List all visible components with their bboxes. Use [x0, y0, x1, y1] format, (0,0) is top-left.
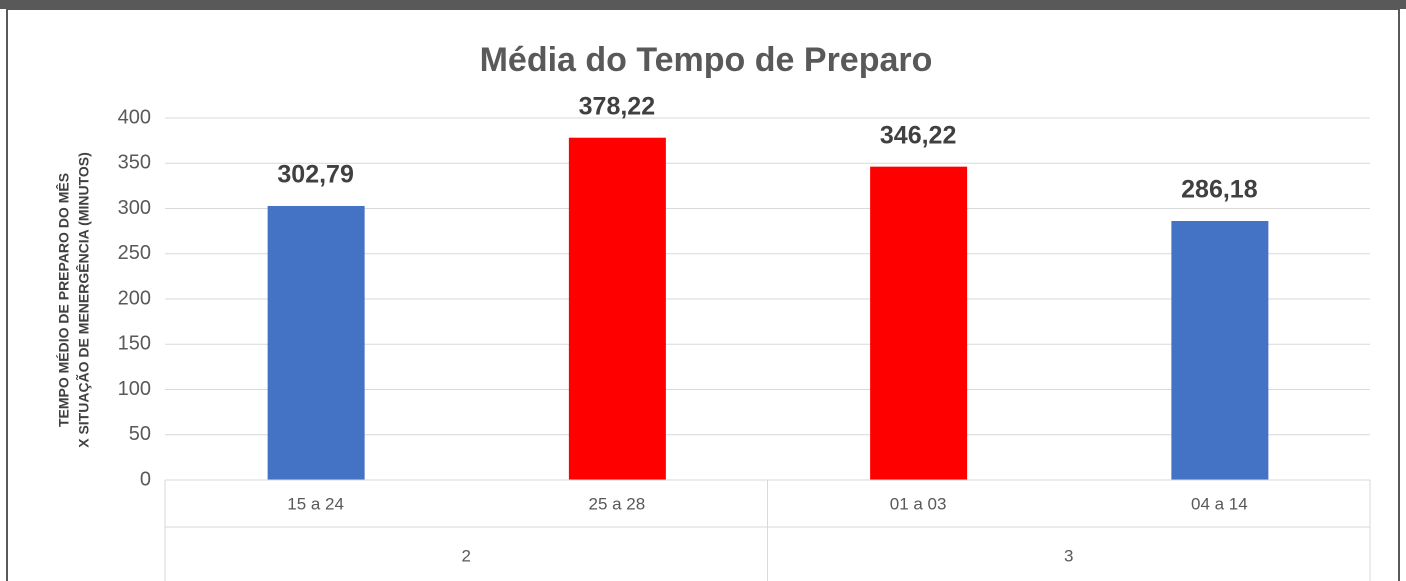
bar [1171, 221, 1269, 481]
y-axis-title: X SITUAÇÃO DE MENERGÊNCIA (MINUTOS) [75, 152, 92, 448]
x-tick-label: 01 a 03 [890, 494, 947, 513]
data-label: 346,22 [880, 121, 956, 149]
x-tick-label: 15 a 24 [287, 494, 344, 513]
y-tick-label: 300 [118, 197, 151, 219]
y-tick-label: 100 [118, 378, 151, 400]
bar [870, 166, 968, 480]
bar [267, 205, 365, 481]
y-tick-label: 350 [118, 152, 151, 174]
bar [568, 137, 666, 480]
y-axis-title: TEMPO MÉDIO DE PREPARO DO MÊS [55, 173, 72, 427]
x-tick-label: 25 a 28 [589, 494, 646, 513]
chart-frame [6, 8, 1400, 581]
y-tick-label: 200 [118, 287, 151, 309]
y-tick-label: 0 [140, 468, 151, 490]
group-label: 2 [462, 546, 471, 565]
y-tick-label: 50 [129, 423, 151, 445]
data-label: 378,22 [579, 92, 655, 120]
y-tick-label: 150 [118, 333, 151, 355]
group-label: 3 [1064, 546, 1073, 565]
x-tick-label: 04 a 14 [1191, 494, 1248, 513]
chart-title: Média do Tempo de Preparo [480, 41, 933, 79]
top-bar [0, 0, 1406, 9]
data-label: 302,79 [277, 161, 353, 189]
y-tick-label: 250 [118, 242, 151, 264]
y-tick-label: 400 [118, 106, 151, 128]
data-label: 286,18 [1181, 176, 1258, 204]
